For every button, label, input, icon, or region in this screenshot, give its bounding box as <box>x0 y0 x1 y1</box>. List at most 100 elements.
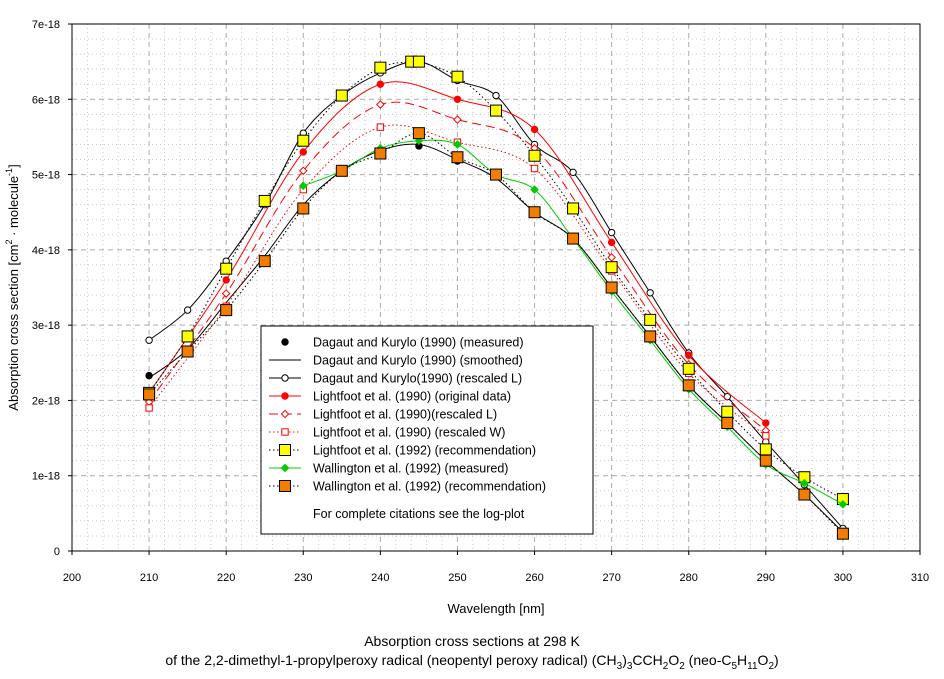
data-point <box>181 330 194 343</box>
data-point <box>528 149 541 162</box>
caption-subtitle: of the 2,2-dimethyl-1-propylperoxy radic… <box>0 652 944 672</box>
legend-label: Dagaut and Kurylo (1990) (measured) <box>313 336 524 350</box>
legend-item: Wallington et al. (1992) (measured) <box>269 462 508 476</box>
x-tick-label: 310 <box>911 572 929 584</box>
caption-part: of the 2,2-dimethyl-1-propylperoxy radic… <box>165 652 617 668</box>
caption-part: ) <box>774 652 779 668</box>
legend-marker <box>279 444 291 456</box>
caption-sub: 11 <box>747 660 758 672</box>
y-axis-label: Absorption cross section [cm2 · molecule… <box>4 164 21 410</box>
data-point <box>838 500 848 509</box>
series-line <box>148 124 767 437</box>
data-point <box>145 336 153 344</box>
y-axis-label-mid: · molecule <box>6 176 21 240</box>
data-point <box>258 194 271 207</box>
caption-part: H <box>737 652 748 668</box>
data-point <box>298 181 308 191</box>
x-tick-label: 230 <box>294 572 312 584</box>
y-axis-label-sup1: 2 <box>4 240 14 245</box>
data-point <box>607 228 616 237</box>
legend-marker <box>279 480 291 492</box>
data-point <box>607 238 616 247</box>
data-point <box>220 262 233 275</box>
data-point <box>221 289 231 298</box>
data-point <box>721 417 734 430</box>
legend-label: Dagaut and Kurylo(1990) (rescaled L) <box>313 372 522 386</box>
legend-label: Lightfoot et al. (1990)(rescaled L) <box>313 408 497 422</box>
y-tick-label: 1e-18 <box>32 471 60 483</box>
x-tick-label: 260 <box>525 572 543 584</box>
x-tick-label: 280 <box>680 572 698 584</box>
data-point <box>605 261 618 274</box>
y-tick-label: 3e-18 <box>32 320 60 332</box>
legend-marker <box>281 428 289 436</box>
data-point <box>374 147 387 160</box>
plot-frame <box>71 23 921 552</box>
data-point <box>607 253 616 262</box>
legend: Dagaut and Kurylo (1990) (measured) Dagau… <box>260 325 594 535</box>
y-tick-label: 5e-18 <box>32 170 60 182</box>
data-point <box>298 166 308 176</box>
data-point <box>836 527 849 540</box>
x-tick-label: 220 <box>217 572 235 584</box>
y-axis-label-end: ] <box>6 164 21 168</box>
data-point <box>798 488 811 501</box>
data-point <box>759 443 772 456</box>
x-axis-label: Wavelength [nm] <box>447 601 544 616</box>
data-point <box>685 351 693 359</box>
data-point <box>530 164 539 173</box>
data-point <box>605 281 618 294</box>
data-point <box>335 89 348 102</box>
data-point <box>299 148 307 156</box>
legend-item: Lightfoot et al. (1990) (original data) <box>269 390 511 404</box>
legend-item: Dagaut and Kurylo (1990) (measured) <box>281 336 524 350</box>
data-point <box>682 362 695 375</box>
data-point <box>762 432 770 440</box>
data-point <box>376 80 385 88</box>
series-3 <box>145 80 770 427</box>
legend-marker <box>281 374 289 382</box>
x-tick-label: 250 <box>448 572 466 584</box>
series-8 <box>143 127 849 540</box>
data-point <box>721 405 734 418</box>
legend-item: Wallington et al. (1992) (recommendation… <box>269 480 546 494</box>
y-tick-label: 4e-18 <box>32 245 60 257</box>
legend-item: Dagaut and Kurylo (1990) (smoothed) <box>269 354 523 368</box>
y-tick-label: 0 <box>54 546 60 558</box>
data-point <box>335 164 348 177</box>
y-axis-label-sup2: -1 <box>4 168 14 176</box>
data-point <box>181 345 194 358</box>
data-point <box>297 134 310 147</box>
data-point <box>451 151 464 164</box>
caption-title: Absorption cross sections at 298 K <box>364 633 580 649</box>
legend-item: Lightfoot et al. (1990) (rescaled W) <box>269 426 505 440</box>
x-tick-label: 210 <box>140 572 158 584</box>
legend-label: Lightfoot et al. (1990) (original data) <box>313 390 511 404</box>
data-point <box>492 91 500 100</box>
x-axis: 200 210 220 230 240 250 260 270 280 290 300 310 <box>63 551 929 584</box>
legend-note: For complete citations see the log-plot <box>313 507 525 521</box>
legend-label: Wallington et al. (1992) (measured) <box>313 462 508 476</box>
x-tick-label: 270 <box>602 572 620 584</box>
data-point <box>374 61 387 74</box>
data-point <box>644 313 657 326</box>
legend-label: Lightfoot et al. (1990) (rescaled W) <box>313 426 505 440</box>
data-point <box>258 255 271 268</box>
legend-marker <box>281 338 289 346</box>
data-point <box>222 276 230 284</box>
series-line <box>148 101 767 431</box>
caption-part: ) <box>622 652 627 668</box>
caption-sub: 2 <box>679 660 685 672</box>
legend-box <box>260 325 594 535</box>
data-point <box>453 95 462 103</box>
data-point <box>490 168 502 181</box>
y-axis: 0 1e-18 2e-18 3e-18 4e-18 5e-18 6e-18 7e-18 <box>32 19 72 558</box>
data-point <box>453 115 462 124</box>
data-point <box>412 127 425 140</box>
y-tick-label: 2e-18 <box>32 395 60 407</box>
data-point <box>759 454 772 467</box>
data-point <box>220 304 233 317</box>
data-point <box>453 140 462 149</box>
caption-part: CCH <box>632 652 663 668</box>
